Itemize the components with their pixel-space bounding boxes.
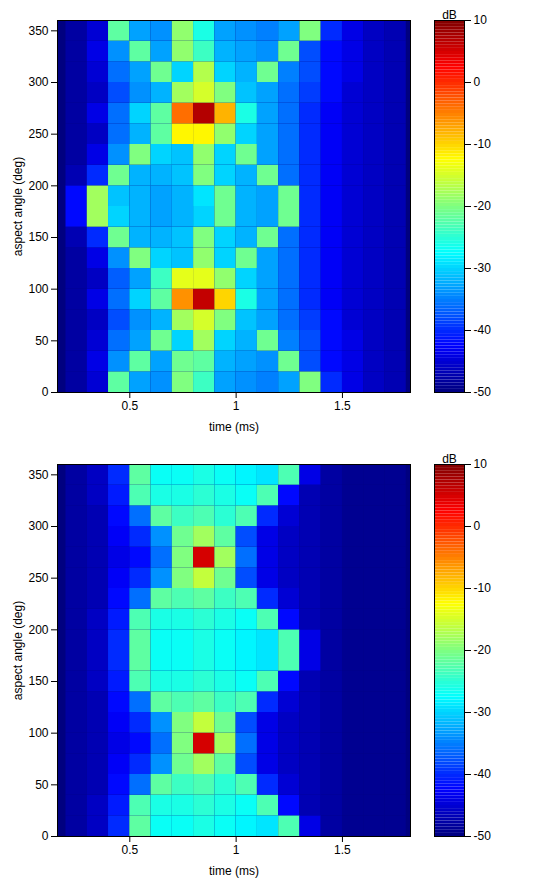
svg-text:1.5: 1.5 — [334, 843, 351, 857]
svg-text:0: 0 — [474, 75, 481, 89]
svg-text:1: 1 — [233, 843, 240, 857]
svg-text:time (ms): time (ms) — [209, 420, 259, 434]
svg-text:aspect angle (deg): aspect angle (deg) — [11, 157, 25, 256]
svg-text:dB: dB — [442, 452, 457, 466]
svg-text:-40: -40 — [474, 767, 492, 781]
svg-text:-10: -10 — [474, 137, 492, 151]
svg-text:time (ms): time (ms) — [209, 864, 259, 878]
svg-text:-50: -50 — [474, 385, 492, 399]
svg-text:-50: -50 — [474, 829, 492, 843]
svg-text:350: 350 — [28, 24, 48, 38]
svg-text:0: 0 — [474, 519, 481, 533]
svg-text:0.5: 0.5 — [121, 843, 138, 857]
svg-text:0.5: 0.5 — [121, 399, 138, 413]
svg-text:200: 200 — [28, 179, 48, 193]
svg-text:300: 300 — [28, 519, 48, 533]
svg-text:aspect angle (deg): aspect angle (deg) — [11, 601, 25, 700]
svg-text:10: 10 — [474, 457, 488, 471]
svg-text:350: 350 — [28, 468, 48, 482]
svg-text:10: 10 — [474, 13, 488, 27]
svg-text:0: 0 — [42, 829, 49, 843]
svg-text:150: 150 — [28, 674, 48, 688]
svg-text:300: 300 — [28, 75, 48, 89]
svg-text:-30: -30 — [474, 261, 492, 275]
svg-text:1: 1 — [233, 399, 240, 413]
svg-text:dB: dB — [442, 8, 457, 22]
svg-text:0: 0 — [42, 385, 49, 399]
svg-text:150: 150 — [28, 230, 48, 244]
svg-text:250: 250 — [28, 127, 48, 141]
svg-text:-30: -30 — [474, 705, 492, 719]
svg-text:100: 100 — [28, 726, 48, 740]
svg-text:-10: -10 — [474, 581, 492, 595]
svg-text:200: 200 — [28, 623, 48, 637]
svg-text:50: 50 — [35, 778, 49, 792]
svg-text:-40: -40 — [474, 323, 492, 337]
svg-text:-20: -20 — [474, 199, 492, 213]
svg-text:1.5: 1.5 — [334, 399, 351, 413]
svg-text:100: 100 — [28, 282, 48, 296]
svg-text:250: 250 — [28, 571, 48, 585]
svg-text:-20: -20 — [474, 643, 492, 657]
svg-text:50: 50 — [35, 334, 49, 348]
